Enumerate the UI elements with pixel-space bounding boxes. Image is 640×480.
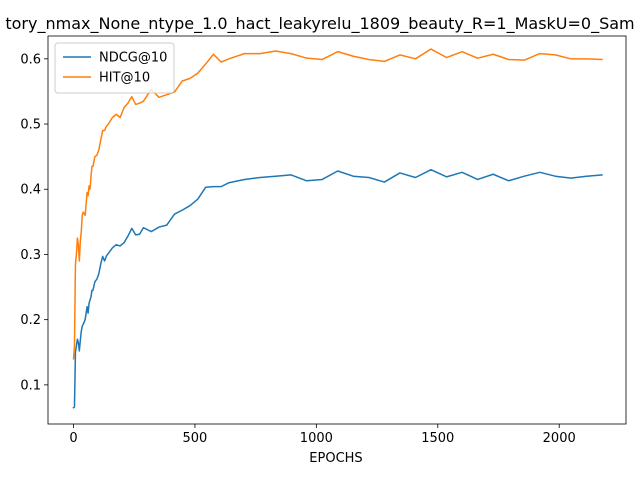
x-axis: 0 500 1000 1500 2000 xyxy=(69,424,576,446)
legend-label-ndcg-10: NDCG@10 xyxy=(99,51,167,66)
y-tick-label: 0.5 xyxy=(20,118,41,133)
series-line-ndcg-10 xyxy=(72,168,603,409)
series-line-hit-10 xyxy=(72,48,603,360)
x-tick-label: 0 xyxy=(69,431,77,446)
y-tick-label: 0.4 xyxy=(20,183,41,198)
chart-title: tory_nmax_None_ntype_1.0_hact_leakyrelu_… xyxy=(5,14,634,34)
legend-label-hit-10: HIT@10 xyxy=(99,71,150,86)
y-axis: 0.1 0.2 0.3 0.4 0.5 0.6 xyxy=(20,52,48,393)
y-tick-label: 0.3 xyxy=(20,248,41,263)
x-tick-label: 2000 xyxy=(543,431,576,446)
y-tick-label: 0.1 xyxy=(20,378,41,393)
y-tick-label: 0.6 xyxy=(20,52,41,67)
x-tick-label: 1000 xyxy=(300,431,333,446)
x-tick-label: 500 xyxy=(183,431,208,446)
x-tick-label: 1500 xyxy=(421,431,454,446)
legend-box xyxy=(54,42,175,94)
axes-frame xyxy=(47,35,627,425)
y-tick-label: 0.2 xyxy=(20,313,41,328)
legend: NDCG@10 HIT@10 xyxy=(54,42,175,94)
plot-area xyxy=(47,35,627,425)
x-axis-title: EPOCHS xyxy=(309,451,362,466)
